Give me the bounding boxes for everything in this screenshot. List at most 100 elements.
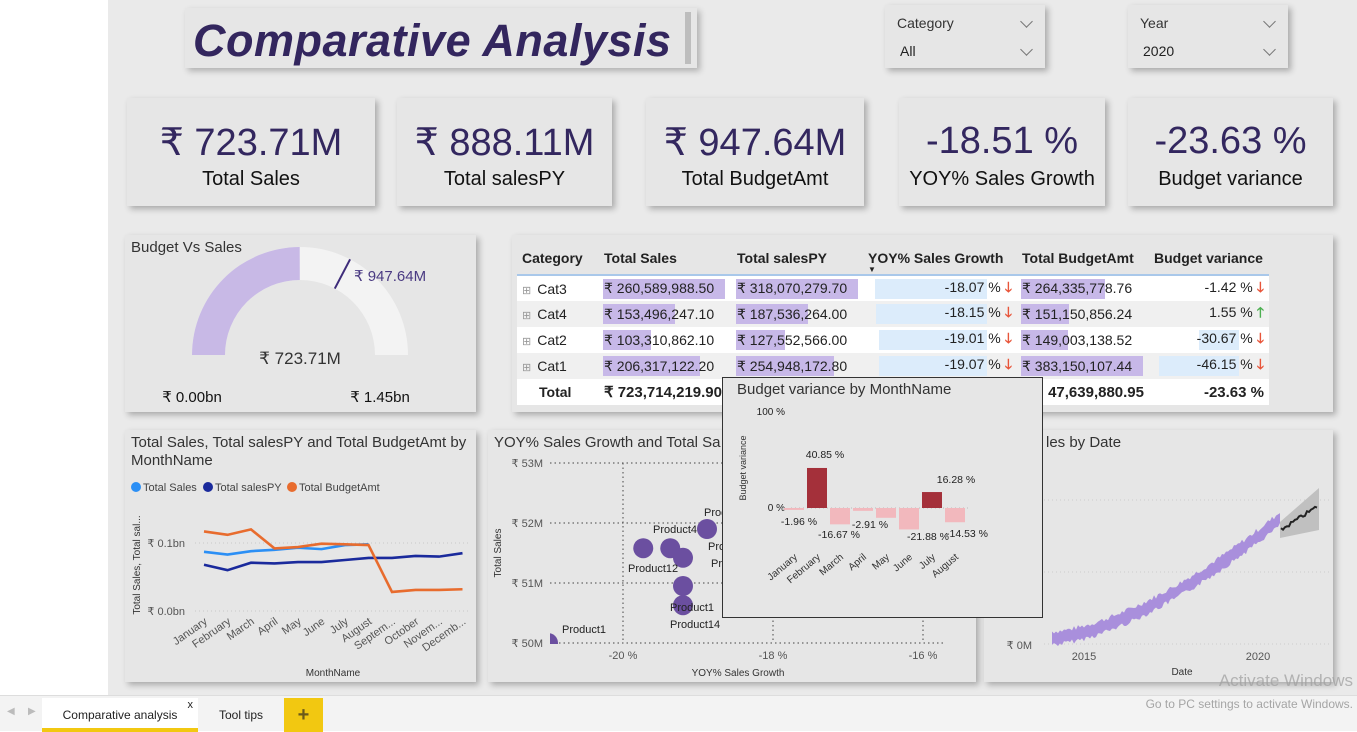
col-header-total-sales[interactable]: Total Sales — [599, 241, 732, 276]
add-page-button[interactable]: + — [284, 698, 323, 732]
legend-label: Total Sales — [143, 482, 197, 494]
table-row[interactable]: ⊞ Cat2 ₹ 103,310,862.10 ₹ 127,552,566.00 … — [517, 327, 1269, 353]
expand-icon[interactable]: ⊞ — [522, 336, 532, 348]
x-tick-label: April — [847, 552, 869, 573]
page-title: Comparative Analysis — [193, 15, 672, 66]
kpi-value: -23.63 % — [1154, 120, 1307, 162]
data-label: 40.85 % — [806, 449, 845, 461]
tab-tool-tips[interactable]: Tool tips — [198, 698, 284, 732]
data-bar — [736, 304, 808, 324]
year-slicer[interactable]: Year 2020 — [1128, 5, 1288, 68]
chevron-down-icon[interactable] — [1263, 43, 1276, 56]
category-cell[interactable]: ⊞ Cat1 — [517, 353, 599, 379]
category-cell[interactable]: ⊞ Cat3 — [517, 275, 599, 301]
scroll-right-icon[interactable]: ▶ — [28, 706, 36, 717]
gauge-title: Budget Vs Sales — [131, 239, 242, 256]
table-row[interactable]: ⊞ Cat3 ₹ 260,589,988.50 ₹ 318,070,279.70 … — [517, 275, 1269, 301]
scroll-left-icon[interactable]: ◀ — [7, 706, 15, 717]
data-bar — [1021, 356, 1143, 376]
data-bar — [603, 304, 675, 324]
variance-cell: -46.15 % 🡓 — [1149, 353, 1269, 379]
kpi-yoy-growth: -18.51 % YOY% Sales Growth — [899, 98, 1105, 206]
y-tick-label: 0 % — [768, 503, 785, 514]
data-label: -14.53 % — [946, 528, 988, 540]
x-axis-title: Date — [1171, 667, 1193, 678]
sales-cell: ₹ 260,589,988.50 — [599, 275, 732, 301]
col-header-yoy[interactable]: YOY% Sales Growth ▼ — [863, 241, 1017, 276]
py-cell: ₹ 254,948,172.80 — [732, 353, 863, 379]
y-tick-label: ₹ 52M — [512, 518, 543, 530]
chevron-down-icon[interactable] — [1020, 15, 1033, 28]
category-cell[interactable]: ⊞ Cat2 — [517, 327, 599, 353]
col-header-budget[interactable]: Total BudgetAmt — [1017, 241, 1149, 276]
point-label: Product12 — [628, 563, 678, 575]
forecast-series — [1280, 505, 1318, 532]
page-tab-bar: ◀ ▶ Comparative analysis x Tool tips + — [0, 695, 1357, 732]
arrow-up-icon: 🡑 — [1256, 304, 1264, 320]
y-axis-title: Budget variance — [738, 435, 748, 500]
tooltip-title: Budget variance by MonthName — [737, 381, 952, 398]
scatter-point — [633, 538, 654, 559]
x-tick-label: March — [818, 552, 846, 578]
line-chart-card[interactable]: Total Sales, Total salesPY and Total Bud… — [125, 430, 476, 682]
category-label: Cat4 — [537, 306, 567, 322]
bar — [945, 508, 965, 523]
gauge-card[interactable]: Budget Vs Sales ₹ 947.64M ₹ 723.71M ₹ 0.… — [125, 235, 476, 412]
category-slicer[interactable]: Category All — [885, 5, 1045, 68]
yoy-value: -18.15 % — [944, 304, 1001, 320]
arrow-down-icon: 🡓 — [1004, 330, 1012, 346]
category-label: Cat2 — [537, 332, 567, 348]
watermark-line1: Activate Windows — [1218, 671, 1353, 690]
category-cell[interactable]: ⊞ Cat4 — [517, 301, 599, 327]
year-slicer-value[interactable]: 2020 — [1143, 43, 1175, 59]
x-tick-label: March — [225, 616, 257, 643]
category-label: Cat3 — [537, 280, 567, 297]
budget-value: ₹ 149,003,138.52 — [1022, 331, 1133, 348]
kpi-label: Budget variance — [1158, 168, 1303, 190]
data-bar — [1021, 279, 1106, 299]
chevron-down-icon[interactable] — [1263, 15, 1276, 28]
py-cell: ₹ 187,536,264.00 — [732, 301, 863, 327]
col-header-category[interactable]: Category — [517, 241, 599, 276]
total-variance: -23.63 % — [1149, 379, 1269, 405]
expand-icon[interactable]: ⊞ — [522, 284, 532, 297]
variance-value: -46.15 % — [1196, 356, 1253, 372]
close-tab-icon[interactable]: x — [187, 699, 194, 711]
data-bar — [603, 356, 700, 376]
sales-value: ₹ 206,317,122.20 — [604, 357, 715, 374]
watermark-line2: Go to PC settings to activate Windows. — [1145, 697, 1353, 711]
gauge-max-label: ₹ 1.45bn — [350, 389, 410, 406]
chevron-down-icon[interactable] — [1020, 43, 1033, 56]
col-header-variance[interactable]: Budget variance — [1149, 241, 1269, 276]
kpi-label: Total Sales — [202, 168, 300, 190]
y-tick-label: ₹ 50M — [512, 638, 543, 650]
col-header-total-sales-py[interactable]: Total salesPY — [732, 241, 863, 276]
forecast-title: les by Date — [1046, 434, 1122, 451]
data-bar — [736, 279, 858, 299]
y-axis-title: Total Sales — [493, 529, 504, 578]
sort-desc-icon[interactable]: ▼ — [868, 265, 876, 274]
y-tick-label: 100 % — [757, 407, 785, 418]
budget-cell: ₹ 149,003,138.52 — [1017, 327, 1149, 353]
series-line — [203, 551, 463, 572]
year-slicer-label: Year — [1140, 15, 1169, 31]
legend-label: Total salesPY — [215, 482, 282, 494]
x-tick-label: June — [301, 616, 327, 640]
variance-value: -30.67 % — [1196, 330, 1253, 346]
scatter-title: YOY% Sales Growth and Total Sa — [494, 434, 721, 451]
x-tick-label: June — [891, 552, 915, 575]
sales-value: ₹ 260,589,988.50 — [604, 280, 715, 296]
x-tick-label: 2015 — [1072, 651, 1096, 663]
table-row[interactable]: ⊞ Cat4 ₹ 153,496,247.10 ₹ 187,536,264.00 … — [517, 301, 1269, 327]
kpi-total-budget: ₹ 947.64M Total BudgetAmt — [646, 98, 864, 206]
page-title-box: Comparative Analysis — [185, 8, 697, 68]
tab-comparative-analysis[interactable]: Comparative analysis x — [42, 698, 198, 732]
bar — [807, 467, 827, 508]
data-label: -2.91 % — [852, 519, 888, 531]
sales-cell: ₹ 153,496,247.10 — [599, 301, 732, 327]
category-slicer-value[interactable]: All — [900, 43, 916, 59]
expand-icon[interactable]: ⊞ — [522, 362, 532, 374]
data-bar — [603, 279, 725, 299]
table-row[interactable]: ⊞ Cat1 ₹ 206,317,122.20 ₹ 254,948,172.80 … — [517, 353, 1269, 379]
expand-icon[interactable]: ⊞ — [522, 310, 532, 322]
